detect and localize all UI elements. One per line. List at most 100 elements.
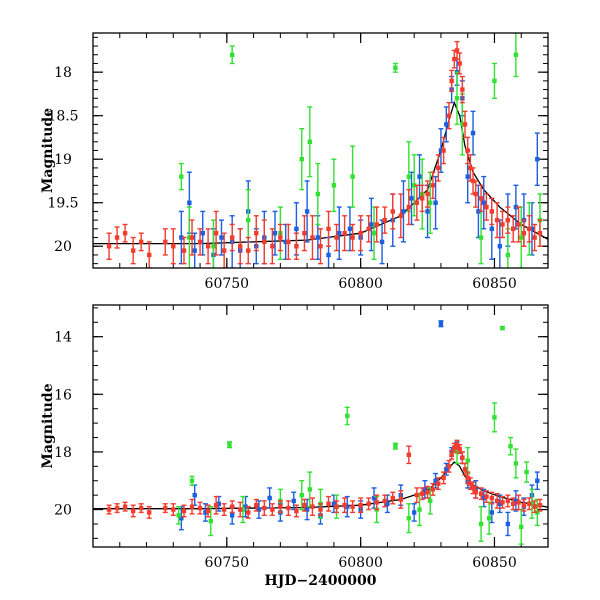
data-point	[532, 504, 537, 509]
data-point	[122, 230, 128, 236]
data-point	[181, 508, 187, 514]
data-point	[393, 65, 398, 71]
data-series	[176, 325, 540, 545]
data-point	[452, 445, 457, 450]
data-point	[524, 469, 529, 475]
data-point	[197, 239, 203, 245]
data-series	[178, 320, 540, 537]
data-point	[513, 498, 519, 504]
data-point	[203, 510, 208, 515]
data-point	[519, 235, 524, 240]
data-point	[286, 505, 291, 511]
data-point	[484, 204, 489, 210]
data-point	[438, 148, 444, 153]
data-point	[441, 475, 446, 481]
data-point	[262, 239, 267, 245]
data-point	[315, 191, 321, 197]
data-point	[138, 239, 144, 245]
data-point	[470, 130, 476, 136]
data-point	[350, 235, 355, 240]
plot-area	[93, 33, 548, 268]
data-point	[535, 510, 540, 515]
data-point	[406, 204, 412, 210]
data-point	[358, 230, 363, 236]
data-point	[267, 495, 272, 501]
data-point	[484, 494, 489, 499]
data-point	[425, 490, 430, 495]
data-point	[529, 226, 535, 232]
data-point	[513, 52, 519, 57]
data-point	[401, 209, 406, 214]
data-point	[229, 504, 235, 509]
y-tick-label: 18	[54, 65, 72, 81]
data-point	[286, 239, 291, 245]
data-point	[246, 510, 251, 515]
data-point	[433, 478, 438, 483]
data-point	[489, 510, 494, 515]
data-point	[318, 507, 323, 512]
data-point	[428, 200, 433, 205]
data-point	[371, 495, 377, 501]
data-point	[211, 244, 216, 249]
data-point	[462, 122, 468, 127]
data-point	[187, 235, 192, 240]
data-point	[535, 478, 540, 483]
data-point	[326, 252, 331, 258]
data-point	[505, 521, 511, 527]
data-point	[221, 507, 227, 512]
data-point	[345, 504, 350, 509]
data-point	[462, 467, 468, 472]
data-point	[446, 464, 452, 469]
data-point	[181, 248, 187, 253]
data-point	[398, 497, 403, 502]
data-point	[433, 200, 438, 205]
data-point	[122, 504, 128, 509]
y-axis-title: Magnitude	[40, 108, 56, 193]
data-point	[379, 239, 385, 245]
data-point	[511, 226, 516, 232]
model-curve	[93, 100, 548, 245]
data-point	[254, 503, 259, 508]
data-point	[272, 230, 278, 236]
data-point	[505, 217, 511, 223]
data-point	[390, 209, 395, 214]
data-point	[192, 248, 197, 253]
data-point	[238, 244, 243, 249]
data-point	[430, 487, 436, 492]
data-point	[497, 244, 503, 249]
data-point	[494, 217, 500, 223]
data-point	[371, 230, 377, 236]
plot-frame	[92, 304, 549, 548]
data-point	[436, 165, 441, 171]
data-point	[147, 252, 152, 258]
data-point	[278, 504, 283, 509]
data-point	[390, 495, 395, 501]
data-point	[130, 508, 136, 514]
x-tick-label: 60750	[205, 555, 250, 571]
y-tick-label: 18	[54, 445, 72, 461]
data-point	[374, 222, 379, 227]
y-tick-label: 20	[54, 503, 72, 519]
data-point	[441, 148, 446, 153]
data-point	[489, 495, 494, 501]
data-point	[334, 235, 339, 240]
data-point	[436, 481, 441, 486]
data-point	[334, 504, 339, 509]
top-panel: 60750 60800 60850 18 18.5 19 19.5 20 Magnitude	[40, 32, 549, 292]
data-point	[511, 501, 516, 506]
data-point	[468, 165, 473, 171]
data-point	[106, 244, 112, 249]
data-point	[398, 213, 403, 218]
data-point	[513, 204, 519, 210]
data-point	[521, 230, 527, 236]
data-point	[411, 183, 417, 188]
data-point	[106, 507, 112, 512]
data-point	[406, 174, 412, 179]
data-point	[478, 196, 484, 201]
data-point	[208, 518, 213, 524]
data-point	[229, 513, 235, 518]
data-point	[229, 52, 235, 57]
data-point	[358, 503, 363, 508]
data-point	[486, 515, 492, 521]
x-tick-label: 60850	[472, 555, 517, 571]
